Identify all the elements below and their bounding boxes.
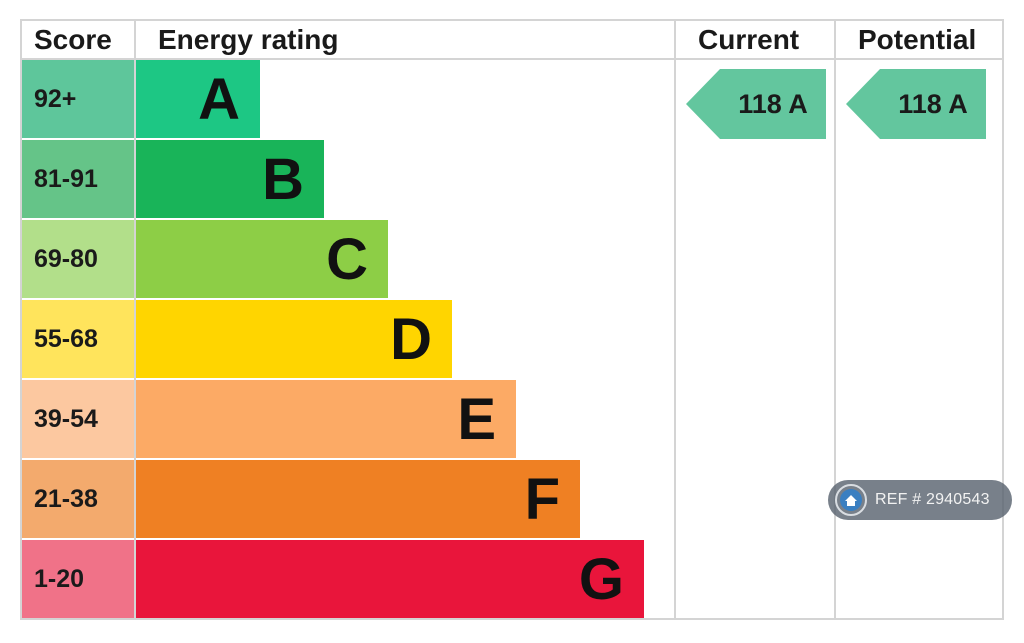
header-energy-rating: Energy rating [158, 24, 339, 55]
header-potential: Potential [858, 24, 977, 55]
home-icon [835, 484, 867, 516]
score-range-c: 69-80 [22, 220, 134, 298]
band-bar-b: B [136, 140, 324, 218]
band-bar-a: A [136, 60, 260, 138]
band-letter-b: B [262, 147, 304, 212]
band-letter-d: D [390, 307, 432, 372]
potential-arrow-shape [846, 69, 986, 139]
band-letter-a: A [198, 67, 240, 132]
band-bar-f: F [136, 460, 580, 538]
column-divider-current [674, 19, 676, 620]
current-rating-label: 118 A [738, 89, 808, 119]
potential-rating-arrow: 118 A [846, 69, 986, 139]
column-divider-potential [834, 19, 836, 620]
reference-text: REF # 2940543 [875, 491, 990, 508]
header-score: Score [34, 24, 112, 55]
score-range-a: 92+ [22, 60, 134, 138]
band-bar-g: G [136, 540, 644, 618]
chart-frame [20, 19, 1004, 620]
epc-chart: Score Energy rating Current Potential 92… [20, 19, 1004, 620]
band-letter-f: F [524, 467, 560, 532]
band-letter-g: G [578, 547, 624, 612]
header-divider [20, 58, 1004, 60]
score-range-f: 21-38 [22, 460, 134, 538]
header-current: Current [698, 24, 800, 55]
band-letter-e: E [457, 387, 496, 452]
band-bar-d: D [136, 300, 452, 378]
score-range-d: 55-68 [22, 300, 134, 378]
potential-rating-label: 118 A [898, 89, 968, 119]
band-bar-c: C [136, 220, 388, 298]
score-range-g: 1-20 [22, 540, 134, 618]
band-letter-c: C [326, 227, 368, 292]
column-divider-score [134, 19, 136, 620]
reference-badge: REF # 2940543 [828, 480, 1012, 520]
band-bar-e: E [136, 380, 516, 458]
current-arrow-shape [686, 69, 826, 139]
score-range-e: 39-54 [22, 380, 134, 458]
current-rating-arrow: 118 A [686, 69, 826, 139]
score-range-b: 81-91 [22, 140, 134, 218]
